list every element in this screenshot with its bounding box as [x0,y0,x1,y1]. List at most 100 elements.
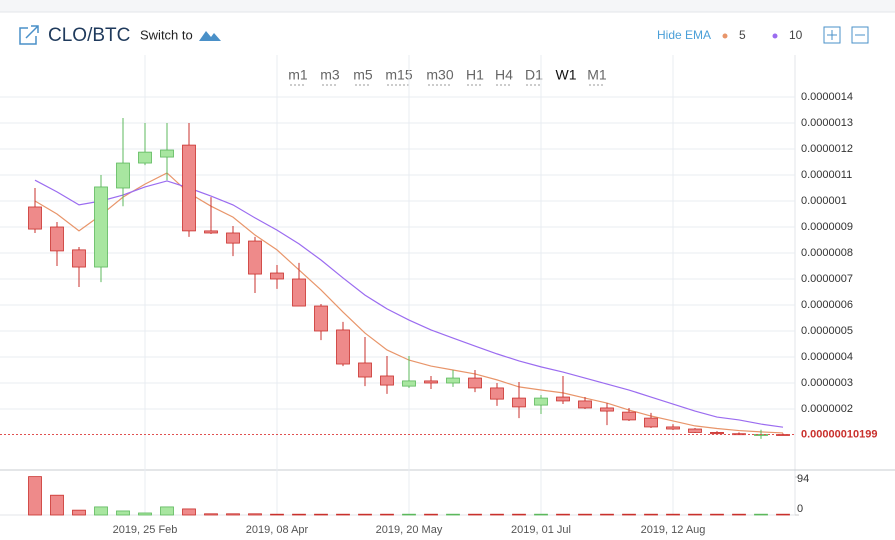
volume-tick-label: 0 [797,503,803,515]
volume-bar [666,513,680,516]
volume-bar [754,513,768,516]
volume-bar [556,513,570,516]
candle-body [160,149,174,158]
legend-label: 5 [739,28,746,42]
candle-body [270,272,284,280]
x-tick-label: 2019, 25 Feb [113,524,178,536]
candle-body [226,232,240,244]
candle-body [336,329,350,365]
candle-body [776,434,790,436]
volume-bar [424,513,438,516]
timeframe-button[interactable]: m5 [353,67,373,83]
zoom-out[interactable] [851,26,869,44]
volume-bar [160,506,174,516]
candle-body [182,144,196,232]
candle-body [578,400,592,409]
timeframe-button[interactable]: m30 [426,67,453,83]
candle-body [358,362,372,378]
zoom-in[interactable] [823,26,841,44]
volume-bar [248,513,262,516]
volume-bar [600,513,614,516]
candle-body [446,377,460,384]
candle-body [534,397,548,406]
volume-bar [116,510,130,516]
volume-bar [710,513,724,516]
candle-body [204,230,218,234]
candle-body [644,417,658,428]
open-external-icon[interactable] [19,25,39,45]
zoom-in-glyph [827,30,837,40]
legend-label: 10 [789,28,803,42]
volume-bar [402,513,416,516]
timeframe-button[interactable]: H1 [466,67,484,83]
candle-body [710,431,724,435]
timeframe-button[interactable]: m15 [385,67,412,83]
candle-body [314,305,328,332]
candle-body [94,186,108,268]
candle-body [468,377,482,389]
candle-body [512,397,526,408]
top-strip [0,0,895,12]
volume-bar [226,513,240,516]
volume-bar [380,513,394,516]
y-tick-label: 0.0000012 [801,143,853,155]
timeframe-button[interactable]: m3 [320,67,340,83]
volume-bar [446,513,460,516]
y-tick-label: 0.0000011 [801,169,852,181]
candle-body [556,396,570,402]
y-tick-label: 0.0000004 [801,351,853,363]
volume-bar [292,513,306,516]
x-tick-label: 2019, 12 Aug [641,524,706,536]
y-tick-label: 0.0000006 [801,299,853,311]
candle-body [116,162,130,189]
volume-bar [94,506,108,516]
y-tick-label: 0.000001 [801,195,847,207]
exchange-icon[interactable] [199,31,221,41]
timeframe-button[interactable]: D1 [525,67,543,83]
candle-body [688,428,702,433]
volume-bar [490,513,504,516]
x-tick-label: 2019, 01 Jul [511,524,571,536]
x-tick-label: 2019, 08 Apr [246,524,309,536]
volume-bar [644,513,658,516]
y-tick-label: 0.0000002 [801,403,853,415]
icon-frame [19,27,37,45]
candle-body [600,407,614,412]
candle-body [666,426,680,430]
legend-dot [772,33,778,39]
volume-bar [512,513,526,516]
timeframe-button[interactable]: m1 [288,67,308,83]
y-tick-label: 0.0000014 [801,91,853,103]
volume-bar [578,513,592,516]
candle-body [28,206,42,230]
y-tick-label: 0.0000008 [801,247,853,259]
volume-bar [138,512,152,516]
volume-bar [688,513,702,516]
candle-body [732,433,746,436]
y-tick-label: 0.0000007 [801,273,853,285]
volume-bar [314,513,328,516]
symbol: CLO/BTC [48,25,130,46]
volume-bar [732,513,746,516]
timeframe-button[interactable]: W1 [556,67,577,83]
volume-bar [336,513,350,516]
candle-body [292,278,306,307]
y-tick-label: 0.0000009 [801,221,853,233]
y-tick-label: 0.0000005 [801,325,853,337]
candle-body [72,249,86,268]
candle-body [248,240,262,275]
timeframe-button[interactable]: H4 [495,67,513,83]
candle-body [380,375,394,386]
volume-bar [28,476,42,516]
timeframe-button[interactable]: M1 [587,67,607,83]
hide-ema[interactable]: Hide EMA [657,28,711,42]
volume-bar [182,508,196,516]
ema-line [34,179,784,428]
x-tick-label: 2019, 20 May [376,524,443,536]
volume-bar [622,513,636,516]
icon-arrow [25,25,39,39]
y-tick-label: 0.0000013 [801,117,853,129]
volume-bar [270,513,284,516]
candle-body [402,380,416,387]
